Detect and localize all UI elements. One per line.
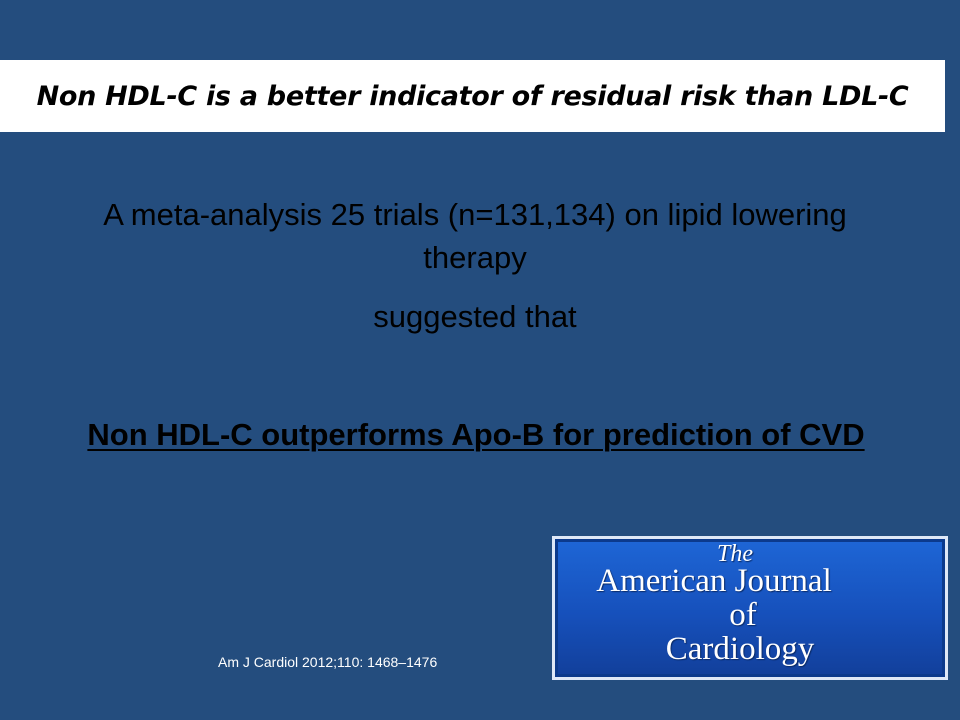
- title-banner: Non HDL-C is a better indicator of resid…: [0, 60, 945, 132]
- journal-logo-name: American Journal: [596, 563, 832, 599]
- body-text-line-3: suggested that: [373, 299, 577, 334]
- citation: Am J Cardiol 2012;110: 1468–1476: [218, 654, 438, 670]
- slide-title: Non HDL-C is a better indicator of resid…: [36, 80, 909, 112]
- journal-logo-subject: Cardiology: [665, 631, 815, 667]
- journal-logo: The American Journal of Cardiology: [552, 536, 948, 680]
- body-text-line-2: therapy: [423, 240, 527, 275]
- body-text-line-1: A meta-analysis 25 trials (n=131,134) on…: [103, 197, 847, 232]
- journal-logo-of: of: [729, 597, 757, 633]
- key-finding: Non HDL-C outperforms Apo-B for predicti…: [87, 417, 865, 452]
- journal-logo-the: The: [717, 541, 753, 567]
